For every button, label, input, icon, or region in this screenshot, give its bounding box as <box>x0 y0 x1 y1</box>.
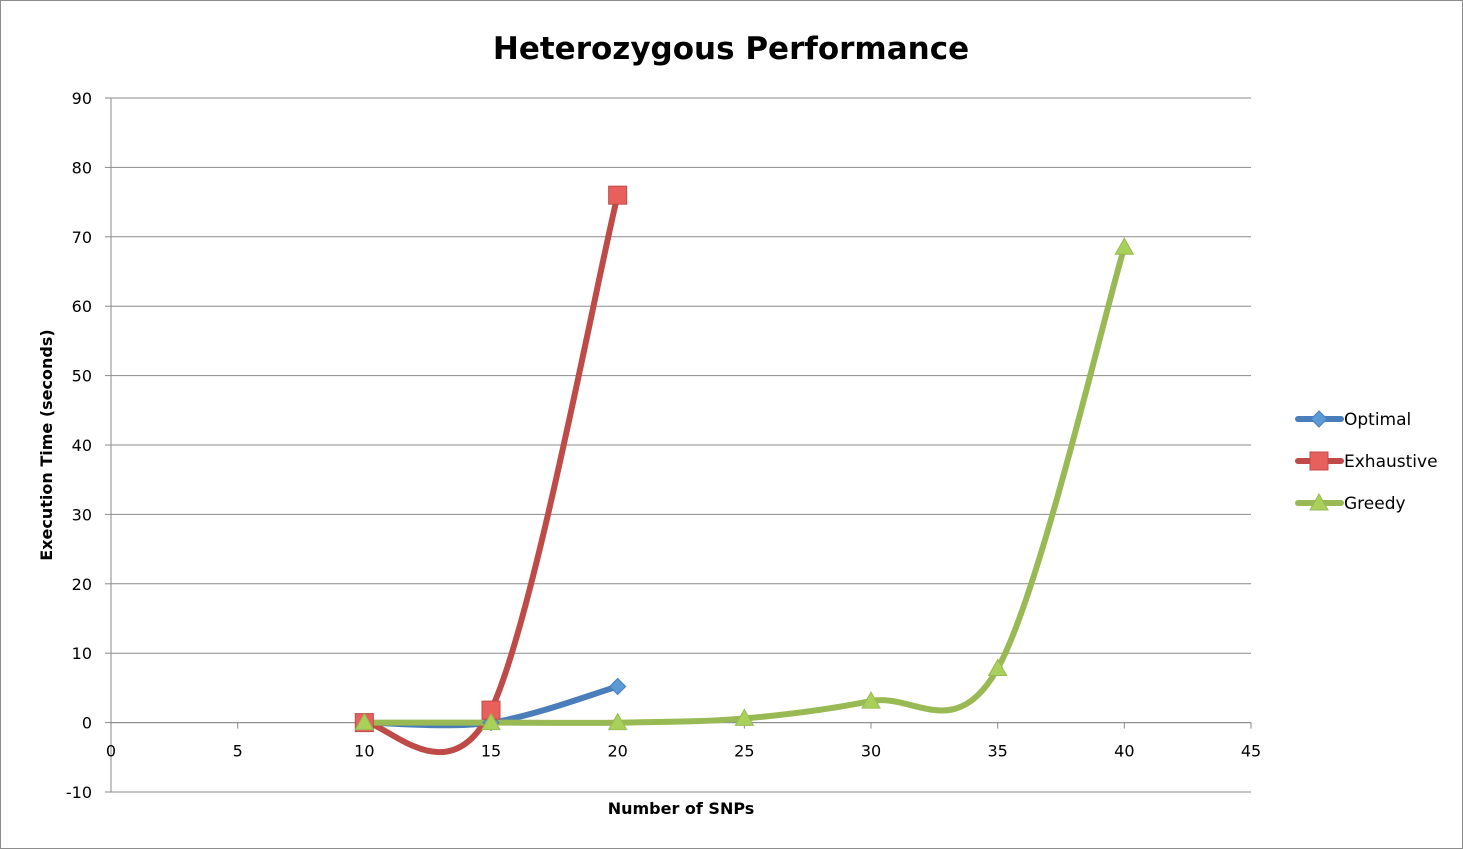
legend-label-greedy: Greedy <box>1344 494 1406 514</box>
axes: -10 0 10 20 30 40 50 60 70 80 90 0 5 10 15 20 25 30 35 40 45 <box>66 89 1261 802</box>
legend-label-exhaustive: Exhaustive <box>1344 452 1438 472</box>
data-point-greedy <box>354 712 375 731</box>
y-axis-title: Execution Time (seconds) <box>37 329 56 560</box>
y-tick-label: 60 <box>72 297 92 316</box>
x-tick-label: 40 <box>1114 742 1134 761</box>
data-point-optimal <box>608 677 627 696</box>
y-tick-label: 40 <box>72 436 92 455</box>
y-tick-label: 90 <box>72 89 92 108</box>
x-tick-label: 20 <box>607 742 627 761</box>
legend-marker-optimal <box>1310 410 1328 428</box>
data-point-greedy <box>734 708 755 726</box>
gridlines <box>111 97 1251 793</box>
series-markers <box>354 185 1135 733</box>
data-point-greedy <box>1114 237 1135 255</box>
legend: Optimal Exhaustive Greedy <box>1295 410 1438 514</box>
x-axis-title: Number of SNPs <box>608 799 755 818</box>
data-point-exhaustive <box>608 185 628 205</box>
x-tick-label: 25 <box>734 742 754 761</box>
series-line-greedy <box>361 244 1128 726</box>
x-tick-label: 5 <box>233 742 243 761</box>
x-tick-label: 35 <box>987 742 1007 761</box>
data-point-greedy <box>607 712 628 731</box>
data-point-greedy <box>861 691 881 709</box>
y-tick-label: 20 <box>72 575 92 594</box>
y-tick-label: 10 <box>72 644 92 663</box>
data-point-greedy <box>987 658 1008 676</box>
data-point-greedy <box>481 712 501 731</box>
series-line-exhaustive <box>361 192 621 755</box>
y-tick-label: 50 <box>72 367 92 386</box>
y-tick-label: 30 <box>72 505 92 524</box>
chart-title: Heterozygous Performance <box>493 31 969 67</box>
x-tick-label: 10 <box>354 742 374 761</box>
legend-label-optimal: Optimal <box>1344 410 1411 430</box>
legend-marker-exhaustive <box>1309 451 1329 471</box>
x-tick-label: 30 <box>861 742 881 761</box>
y-tick-label: -10 <box>66 783 92 802</box>
series-lines <box>361 192 1128 755</box>
y-tick-label: 0 <box>82 714 92 733</box>
legend-marker-greedy <box>1309 492 1329 511</box>
x-tick-label: 0 <box>106 742 116 761</box>
x-tick-label: 45 <box>1241 742 1261 761</box>
y-tick-label: 80 <box>72 158 92 177</box>
y-tick-label: 70 <box>72 228 92 247</box>
x-tick-label: 15 <box>481 742 501 761</box>
